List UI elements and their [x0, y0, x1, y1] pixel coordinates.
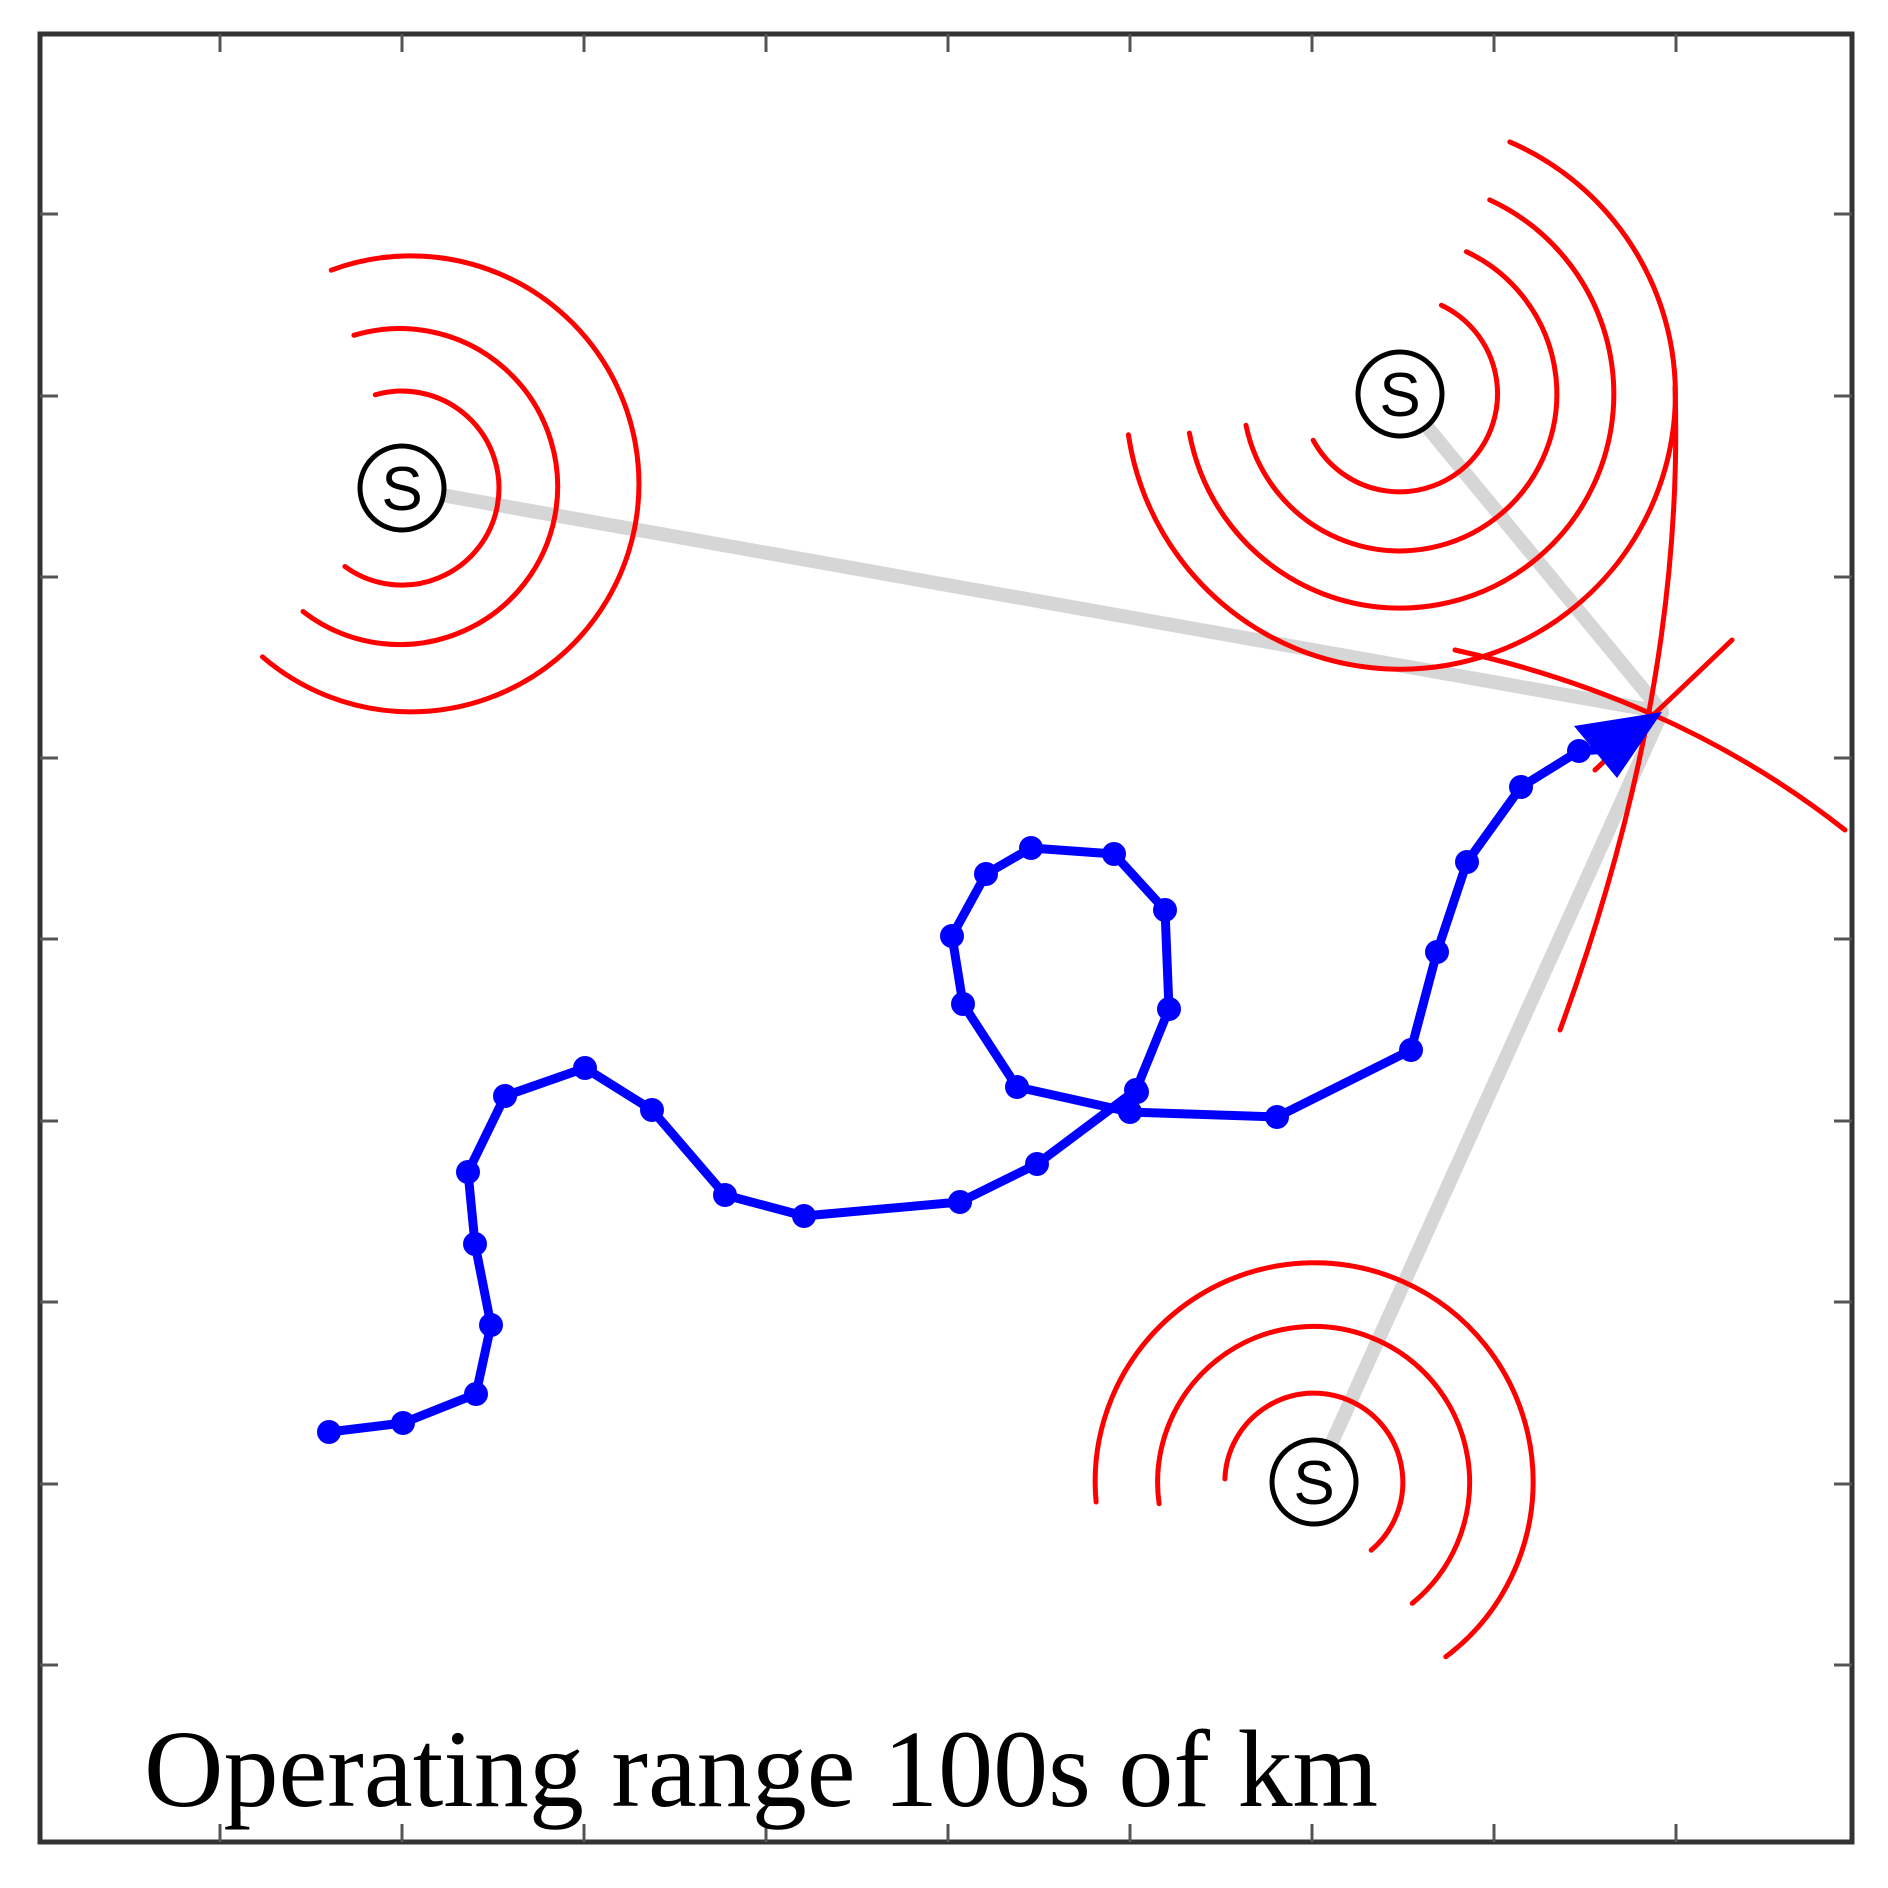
- range-line-northeast: [1393, 387, 1669, 719]
- track-point: [1102, 842, 1126, 866]
- track-point: [951, 992, 975, 1016]
- frame-ticks: [40, 34, 1852, 1842]
- station-northeast: S: [1355, 349, 1445, 439]
- track-point: [1153, 898, 1177, 922]
- circled-s-icon: [1355, 349, 1445, 439]
- wavefronts-northeast: [1125, 139, 1678, 672]
- station-label: S: [1379, 361, 1420, 430]
- wavefronts: [260, 139, 1848, 1660]
- wavefronts-southeast: [1092, 1260, 1536, 1660]
- track-point: [1157, 997, 1181, 1021]
- track-path: [324, 744, 1615, 1437]
- track-point: [940, 924, 964, 948]
- track-point: [463, 1232, 487, 1256]
- arrowhead-icon: [1574, 712, 1662, 778]
- track-point: [1455, 850, 1479, 874]
- track-point: [1509, 775, 1533, 799]
- track-point: [948, 1190, 972, 1214]
- track-point: [1399, 1038, 1423, 1062]
- range-lines: [395, 387, 1669, 1489]
- track: [317, 712, 1662, 1444]
- track-point: [1025, 1152, 1049, 1176]
- track-point: [1125, 1080, 1149, 1104]
- track-point: [573, 1056, 597, 1080]
- track-point: [713, 1183, 737, 1207]
- range-line-west: [395, 481, 1669, 719]
- track-point: [479, 1313, 503, 1337]
- track-point: [317, 1420, 341, 1444]
- circled-s-icon: [1269, 1437, 1359, 1527]
- track-point: [1265, 1105, 1289, 1129]
- track-point: [1118, 1100, 1142, 1124]
- track-point: [1567, 739, 1591, 763]
- track-point: [1005, 1075, 1029, 1099]
- track-point: [391, 1411, 415, 1435]
- track-point: [493, 1084, 517, 1108]
- station-label: S: [1293, 1449, 1334, 1518]
- track-point: [456, 1160, 480, 1184]
- track-points: [317, 739, 1591, 1444]
- track-point: [1019, 836, 1043, 860]
- wavefronts-west: [260, 253, 642, 715]
- track-point: [792, 1204, 816, 1228]
- track-point: [974, 862, 998, 886]
- range-line-southeast: [1307, 705, 1669, 1489]
- circled-s-icon: [357, 443, 447, 533]
- track-point: [640, 1098, 664, 1122]
- station-label: S: [381, 455, 422, 524]
- track-point: [1425, 940, 1449, 964]
- caption: Operating range 100s of km: [144, 1708, 1378, 1830]
- station-west: S: [357, 443, 447, 533]
- station-southeast: S: [1269, 1437, 1359, 1527]
- track-point: [464, 1382, 488, 1406]
